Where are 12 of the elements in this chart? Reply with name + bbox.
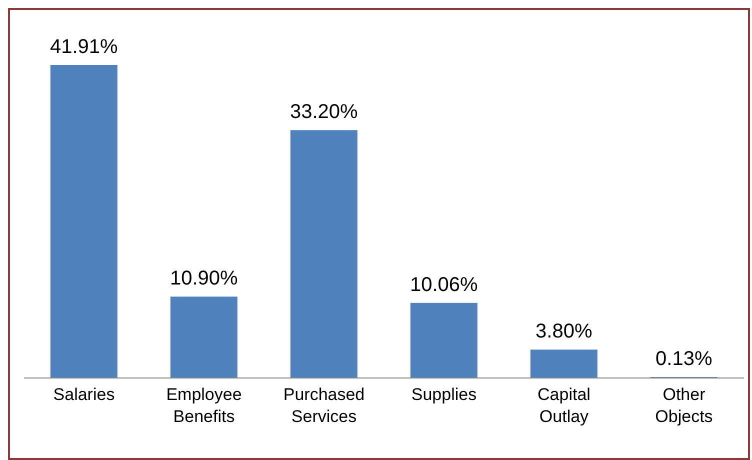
x-tick-label: Other Objects [655, 385, 713, 426]
data-label: 33.20% [290, 101, 358, 124]
x-tick-label: Purchased Services [283, 385, 365, 426]
data-label: 10.06% [410, 274, 478, 296]
data-label: 10.90% [170, 268, 238, 290]
data-label: 41.91% [50, 36, 118, 58]
x-tick-label: Employee Benefits [166, 385, 242, 426]
x-tick-label: Salaries [53, 385, 115, 404]
x-tick-label: Capital Outlay [538, 385, 590, 426]
data-label: 0.13% [656, 348, 712, 370]
data-label: 3.80% [536, 320, 592, 343]
x-tick-label: Supplies [411, 385, 477, 404]
